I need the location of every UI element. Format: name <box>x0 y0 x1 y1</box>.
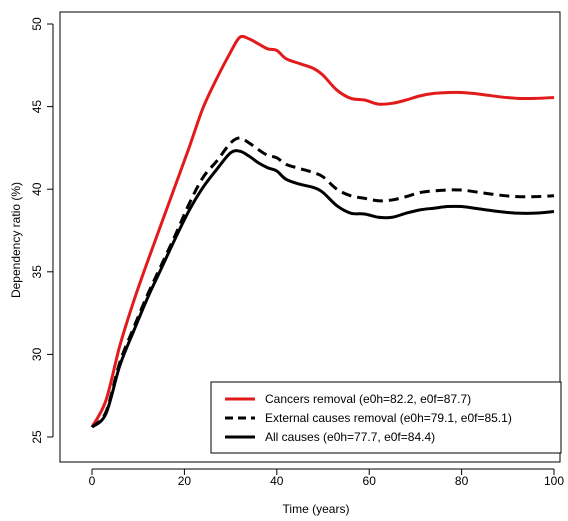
y-axis: 25 30 35 40 45 50 <box>30 17 54 444</box>
series-line-2 <box>90 149 555 429</box>
x-tick-label: 80 <box>455 474 469 488</box>
plot-frame <box>59 11 561 463</box>
x-tick-label: 20 <box>178 474 192 488</box>
legend-label-2: All causes (e0h=77.7, e0f=84.4) <box>265 430 435 444</box>
series-line-0 <box>90 34 555 428</box>
legend: Cancers removal (e0h=82.2, e0f=87.7) Exte… <box>210 381 562 454</box>
legend-label-0: Cancers removal (e0h=82.2, e0f=87.7) <box>265 392 471 406</box>
x-tick-label: 0 <box>89 474 96 488</box>
y-axis-title: Dependency ratio (%) <box>9 182 23 298</box>
x-tick-label: 40 <box>270 474 284 488</box>
y-tick-label: 50 <box>30 17 44 31</box>
y-tick-label: 25 <box>30 430 44 444</box>
legend-label-1: External causes removal (e0h=79.1, e0f=8… <box>265 411 512 425</box>
x-tick-label: 100 <box>544 474 564 488</box>
y-tick-label: 40 <box>30 182 44 196</box>
x-axis-title: Time (years) <box>283 502 350 516</box>
x-axis: 0 20 40 60 80 100 <box>89 468 564 488</box>
series-layer <box>90 34 555 429</box>
x-tick-label: 60 <box>363 474 377 488</box>
legend-box <box>210 381 562 454</box>
y-tick-label: 35 <box>30 265 44 279</box>
y-tick-label: 45 <box>30 100 44 114</box>
y-tick-label: 30 <box>30 347 44 361</box>
